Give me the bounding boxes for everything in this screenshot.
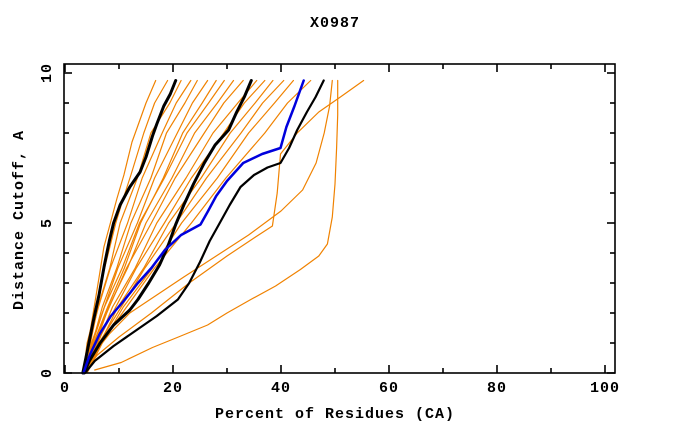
x-tick-label-80: 80	[487, 380, 507, 397]
x-axis-label: Percent of Residues (CA)	[215, 406, 455, 423]
axis-tick-labels: 0 20 40 60 80 100 0 5 10	[39, 63, 620, 397]
x-tick-label-100: 100	[590, 380, 620, 397]
y-tick-label-5: 5	[39, 218, 56, 228]
series-lines	[81, 79, 365, 375]
x-tick-label-20: 20	[163, 380, 183, 397]
x-tick-label-60: 60	[379, 380, 399, 397]
series-line-model-blue-1	[82, 79, 305, 375]
y-tick-label-10: 10	[39, 63, 56, 83]
series-line-model-orange-18	[94, 79, 339, 371]
series-line-model-orange-15	[86, 79, 294, 374]
series-line-model-orange-06	[82, 79, 209, 374]
series-line-model-orange-08	[83, 79, 225, 374]
chart-title: X0987	[310, 15, 360, 32]
series-line-model-orange-03	[82, 79, 182, 374]
plot-frame	[63, 63, 616, 374]
series-line-model-black-3	[83, 79, 325, 375]
series-line-model-orange-17	[83, 79, 365, 374]
series-line-model-black-1	[81, 79, 178, 375]
axis-ticks	[64, 64, 615, 374]
y-tick-label-0: 0	[39, 368, 56, 378]
series-line-model-orange-10	[83, 79, 244, 374]
x-tick-label-0: 0	[60, 380, 70, 397]
series-line-model-black-2	[82, 79, 253, 375]
x-tick-label-40: 40	[271, 380, 291, 397]
series-line-model-orange-19	[83, 79, 333, 374]
y-axis-label: Distance Cutoff, A	[11, 130, 28, 310]
